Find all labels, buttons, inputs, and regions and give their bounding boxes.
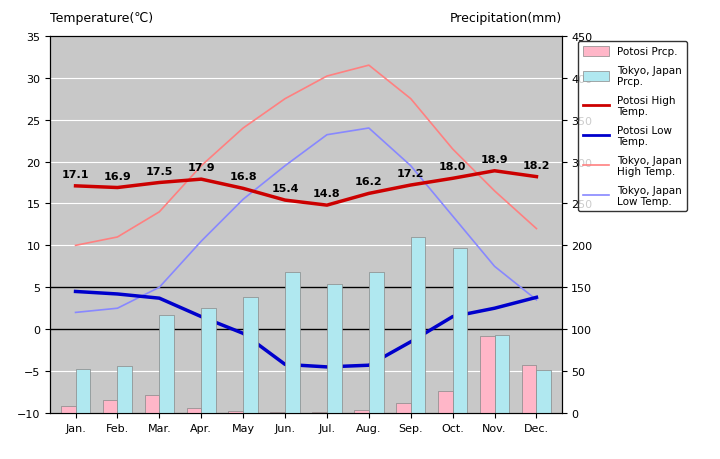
Text: 16.8: 16.8	[230, 172, 257, 182]
Text: 17.1: 17.1	[62, 169, 89, 179]
Text: 18.2: 18.2	[523, 160, 550, 170]
Bar	[202, 308, 216, 413]
Bar	[312, 412, 327, 413]
Text: 15.4: 15.4	[271, 184, 299, 194]
Bar	[438, 392, 453, 413]
Bar	[536, 370, 551, 413]
Text: 16.9: 16.9	[104, 171, 131, 181]
Bar	[410, 237, 426, 413]
Legend: Potosi Prcp., Tokyo, Japan
Prcp., Potosi High
Temp., Potosi Low
Temp., Tokyo, Ja: Potosi Prcp., Tokyo, Japan Prcp., Potosi…	[577, 42, 687, 212]
Text: 18.9: 18.9	[481, 155, 508, 164]
Bar	[61, 406, 76, 413]
Bar	[369, 273, 384, 413]
Text: Precipitation(mm): Precipitation(mm)	[449, 12, 562, 25]
Text: 17.5: 17.5	[145, 166, 173, 176]
Text: Temperature(℃): Temperature(℃)	[50, 12, 153, 25]
Bar	[159, 315, 174, 413]
Text: 14.8: 14.8	[313, 189, 341, 199]
Bar	[480, 336, 495, 413]
Bar	[495, 336, 509, 413]
Bar	[285, 273, 300, 413]
Bar	[186, 408, 202, 413]
Text: 18.0: 18.0	[439, 162, 467, 172]
Bar	[522, 365, 536, 413]
Bar	[354, 410, 369, 413]
Bar	[396, 403, 410, 413]
Bar	[327, 284, 341, 413]
Text: 16.2: 16.2	[355, 177, 382, 187]
Bar	[145, 395, 159, 413]
Bar	[117, 366, 132, 413]
Text: 17.2: 17.2	[397, 169, 425, 179]
Bar	[271, 412, 285, 413]
Bar	[103, 401, 117, 413]
Bar	[243, 298, 258, 413]
Bar	[453, 248, 467, 413]
Bar	[228, 411, 243, 413]
Text: 17.9: 17.9	[187, 163, 215, 173]
Bar	[76, 369, 90, 413]
